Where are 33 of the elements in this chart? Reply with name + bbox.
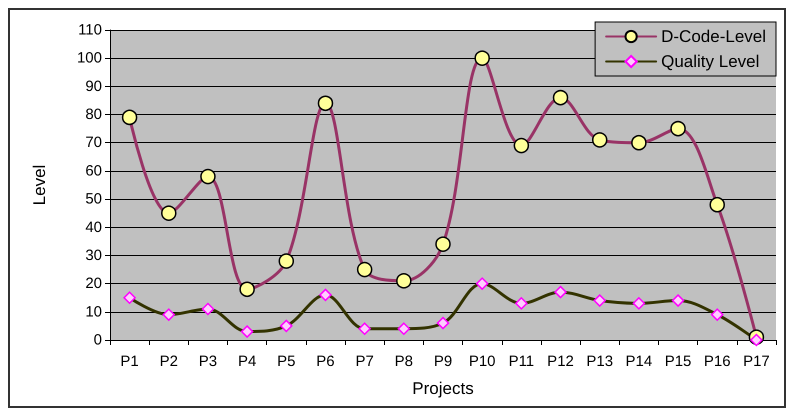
legend-label: D-Code-Level xyxy=(661,27,766,46)
x-tick-label: P6 xyxy=(316,353,335,370)
x-axis-title: Projects xyxy=(412,379,474,398)
y-tick-label: 80 xyxy=(85,106,102,124)
y-tick-label: 70 xyxy=(85,134,102,152)
y-tick-label: 40 xyxy=(85,218,102,236)
x-tick-label: P3 xyxy=(198,353,218,370)
y-tick-label: 60 xyxy=(85,162,102,180)
x-tick-label: P11 xyxy=(508,353,534,370)
y-tick-label: 30 xyxy=(85,246,102,264)
x-tick-label: P4 xyxy=(238,353,256,370)
y-tick-label: 50 xyxy=(85,190,102,208)
x-tick-label: P9 xyxy=(434,353,452,370)
y-tick-label: 90 xyxy=(85,78,102,95)
x-tick-label: P13 xyxy=(586,353,614,370)
x-tick-label: P1 xyxy=(120,353,139,370)
x-tick-label: P17 xyxy=(743,353,770,370)
y-tick-label: 100 xyxy=(76,50,102,67)
x-tick-label: P10 xyxy=(468,353,496,370)
y-tick-label: 0 xyxy=(94,332,102,348)
y-tick-label: 110 xyxy=(78,22,102,38)
legend-label: Quality Level xyxy=(661,52,760,71)
x-tick-label: P14 xyxy=(626,353,652,370)
y-tick-label: 20 xyxy=(85,275,102,292)
x-tick-label: P12 xyxy=(547,353,574,370)
x-tick-label: P2 xyxy=(160,353,178,370)
x-tick-label: P8 xyxy=(394,353,414,370)
y-axis-title: Level xyxy=(30,164,49,206)
x-tick-label: P15 xyxy=(664,353,692,370)
x-tick-label: P16 xyxy=(704,353,731,370)
x-tick-label: P5 xyxy=(277,353,296,370)
y-tick-label: 10 xyxy=(85,303,102,320)
x-tick-label: P7 xyxy=(355,353,374,370)
